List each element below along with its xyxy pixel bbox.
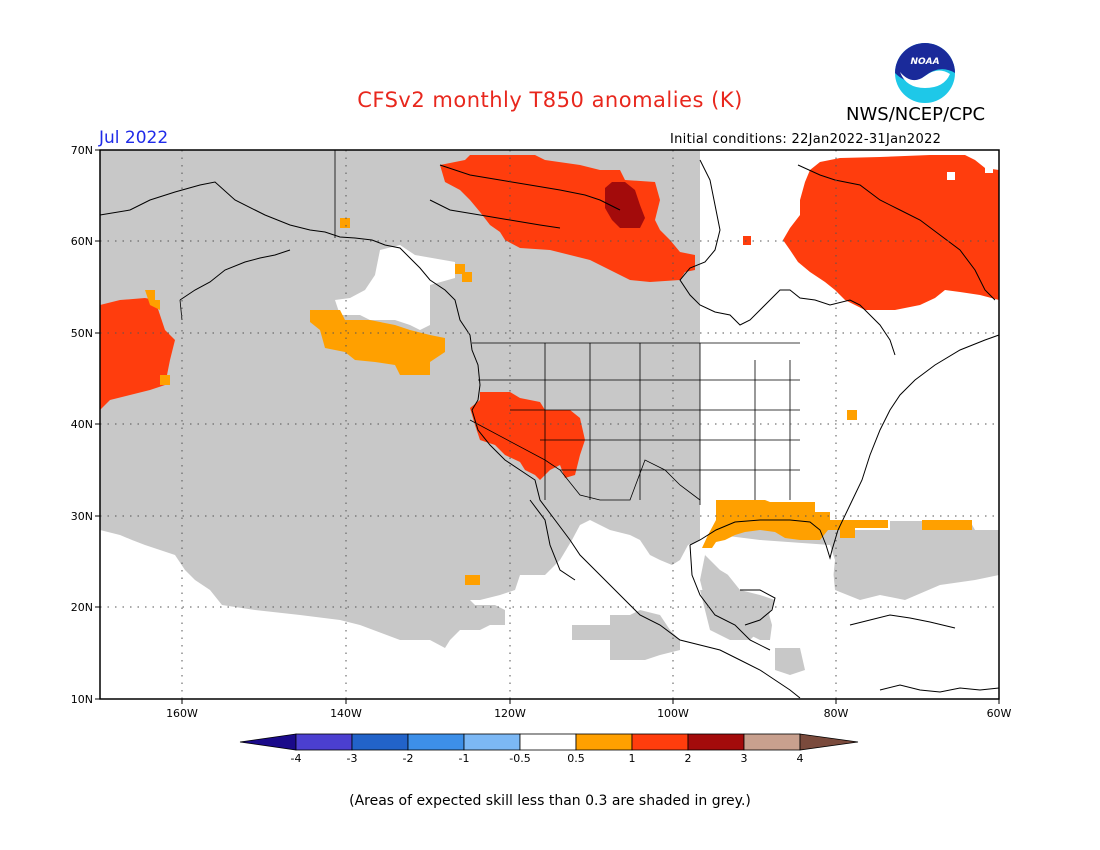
colorbar-label: 1 [629, 752, 636, 765]
lat-label: 10N [71, 693, 93, 706]
low-skill-grey-region [100, 150, 999, 640]
anomaly-mexico-dot [465, 575, 480, 585]
anomaly-canadian-arctic [440, 155, 695, 282]
anomaly-bc-dots [455, 264, 472, 282]
longitude-labels: 160W 140W 120W 100W 80W 60W [166, 707, 1011, 720]
latitude-labels: 70N 60N 50N 40N 30N 20N 10N [71, 144, 93, 706]
lat-label: 30N [71, 510, 93, 523]
anomaly-penn-white2 [820, 418, 830, 428]
colorbar-label: 3 [741, 752, 748, 765]
colorbar-label: -1 [459, 752, 470, 765]
anomaly-atlantic-strip [922, 520, 972, 530]
valid-month-label: Jul 2022 [99, 128, 169, 148]
lat-label: 20N [71, 601, 93, 614]
anomaly-greenland [783, 155, 999, 310]
low-skill-grey-honduras [775, 648, 805, 675]
colorbar-segment [519, 733, 577, 751]
colorbar-segment [295, 733, 353, 751]
anomaly-greenland-white2 [985, 165, 993, 173]
lon-label: 60W [987, 707, 1012, 720]
anomaly-southwest-us [470, 392, 585, 480]
lat-label: 70N [71, 144, 93, 157]
colorbar-label: -0.5 [509, 752, 530, 765]
colorbar-segment [463, 733, 521, 751]
colorbar-label: -4 [291, 752, 302, 765]
initial-conditions-label: Initial conditions: 22Jan2022-31Jan2022 [670, 132, 942, 147]
anomaly-ne-pacific [310, 310, 445, 375]
graticule [100, 150, 999, 699]
colorbar-segment [351, 733, 409, 751]
colorbar-label: 4 [797, 752, 804, 765]
lat-label: 40N [71, 418, 93, 431]
anomaly-pacific-west-orange [145, 290, 170, 385]
anomaly-penn-dot [847, 410, 857, 420]
chart-title: CFSv2 monthly T850 anomalies (K) [357, 88, 743, 112]
lat-label: 50N [71, 327, 93, 340]
colorbar-segment [631, 733, 689, 751]
colorbar-segment [743, 733, 801, 751]
anomaly-penn-white [835, 410, 845, 420]
low-skill-grey-central-america [700, 590, 775, 640]
anomaly-pacific-west [100, 298, 175, 410]
colorbar-arrow-high [799, 733, 859, 751]
colorbar: -4 -3 -2 -1 -0.5 0.5 1 2 3 4 [239, 733, 859, 765]
lon-label: 140W [330, 707, 362, 720]
low-skill-grey-caribbean [572, 610, 680, 660]
ticks [95, 149, 1000, 704]
anomaly-canadian-arctic-dark [605, 182, 645, 228]
lon-label: 120W [494, 707, 526, 720]
low-skill-grey-west [100, 150, 700, 648]
skill-white-gulf [705, 535, 835, 595]
colorbar-label: -3 [347, 752, 358, 765]
lon-label: 100W [657, 707, 689, 720]
colorbar-label: 0.5 [567, 752, 585, 765]
colorbar-label: 2 [685, 752, 692, 765]
colorbar-arrow-low [239, 733, 297, 751]
anomaly-labrador-dot [743, 236, 751, 245]
anomaly-yukon-dot [340, 218, 350, 228]
anomaly-gulf [702, 500, 888, 548]
svg-text:NOAA: NOAA [910, 57, 939, 67]
anomaly-fills [100, 155, 999, 585]
skill-footnote: (Areas of expected skill less than 0.3 a… [349, 793, 751, 809]
skill-white-bc [335, 245, 455, 330]
coastlines [99, 159, 1000, 699]
colorbar-segment [687, 733, 745, 751]
colorbar-segment [575, 733, 633, 751]
colorbar-segment [407, 733, 465, 751]
political-borders [179, 150, 800, 505]
anomaly-greenland-white [947, 172, 955, 180]
noaa-logo: NOAA [895, 43, 955, 103]
lat-label: 60N [71, 235, 93, 248]
colorbar-label: -2 [403, 752, 414, 765]
lon-label: 80W [824, 707, 849, 720]
lon-label: 160W [166, 707, 198, 720]
agency-label: NWS/NCEP/CPC [846, 104, 986, 125]
